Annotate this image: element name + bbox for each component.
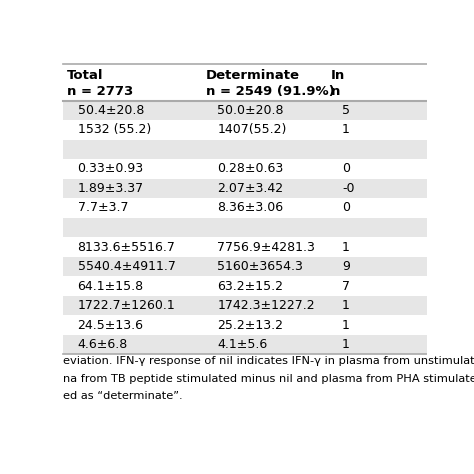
Text: 7756.9±4281.3: 7756.9±4281.3 [217, 240, 315, 254]
Text: 1.89±3.37: 1.89±3.37 [78, 182, 144, 195]
Text: 1407(55.2): 1407(55.2) [217, 123, 287, 137]
Text: 0: 0 [342, 201, 350, 215]
Text: 4.1±5.6: 4.1±5.6 [217, 338, 267, 351]
Text: 1: 1 [342, 319, 350, 332]
Text: 0: 0 [342, 163, 350, 175]
Bar [63, 237, 427, 257]
Text: 1: 1 [342, 123, 350, 137]
Text: 0.33±0.93: 0.33±0.93 [78, 163, 144, 175]
Bar [63, 159, 427, 179]
Text: 1722.7±1260.1: 1722.7±1260.1 [78, 299, 175, 312]
Text: 63.2±15.2: 63.2±15.2 [217, 280, 283, 292]
Bar [63, 335, 427, 355]
Text: 8133.6±5516.7: 8133.6±5516.7 [78, 240, 175, 254]
Text: 1: 1 [342, 299, 350, 312]
Text: 7.7±3.7: 7.7±3.7 [78, 201, 128, 215]
Bar [63, 218, 427, 237]
Bar [63, 296, 427, 315]
Text: 25.2±13.2: 25.2±13.2 [217, 319, 283, 332]
Bar [63, 257, 427, 276]
Text: 5540.4±4911.7: 5540.4±4911.7 [78, 260, 175, 273]
Text: ed as “determinate”.: ed as “determinate”. [63, 391, 182, 401]
Text: n = 2773: n = 2773 [66, 85, 133, 98]
Bar [63, 315, 427, 335]
Text: 24.5±13.6: 24.5±13.6 [78, 319, 144, 332]
Text: 5160±3654.3: 5160±3654.3 [217, 260, 303, 273]
Text: n: n [331, 85, 340, 98]
Text: Total: Total [66, 69, 103, 82]
Bar [63, 120, 427, 140]
Text: 9: 9 [342, 260, 350, 273]
Text: na from TB peptide stimulated minus nil and plasma from PHA stimulate: na from TB peptide stimulated minus nil … [63, 374, 474, 383]
Text: 1: 1 [342, 240, 350, 254]
Text: In: In [331, 69, 346, 82]
Text: 64.1±15.8: 64.1±15.8 [78, 280, 144, 292]
Text: 7: 7 [342, 280, 350, 292]
Bar [63, 100, 427, 120]
Text: 8.36±3.06: 8.36±3.06 [217, 201, 283, 215]
Text: 1532 (55.2): 1532 (55.2) [78, 123, 151, 137]
Bar [63, 140, 427, 159]
Text: 0.28±0.63: 0.28±0.63 [217, 163, 283, 175]
Text: 4.6±6.8: 4.6±6.8 [78, 338, 128, 351]
Text: 1742.3±1227.2: 1742.3±1227.2 [217, 299, 315, 312]
Text: n = 2549 (91.9%): n = 2549 (91.9%) [206, 85, 335, 98]
Text: 2.07±3.42: 2.07±3.42 [217, 182, 283, 195]
Bar [63, 179, 427, 198]
Text: eviation. IFN-γ response of nil indicates IFN-γ in plasma from unstimulate: eviation. IFN-γ response of nil indicate… [63, 356, 474, 366]
Bar [63, 198, 427, 218]
Text: -0: -0 [342, 182, 355, 195]
Text: 50.0±20.8: 50.0±20.8 [217, 104, 284, 117]
Text: 1: 1 [342, 338, 350, 351]
Bar [63, 276, 427, 296]
Text: 50.4±20.8: 50.4±20.8 [78, 104, 144, 117]
Text: Determinate: Determinate [206, 69, 300, 82]
Text: 5: 5 [342, 104, 350, 117]
